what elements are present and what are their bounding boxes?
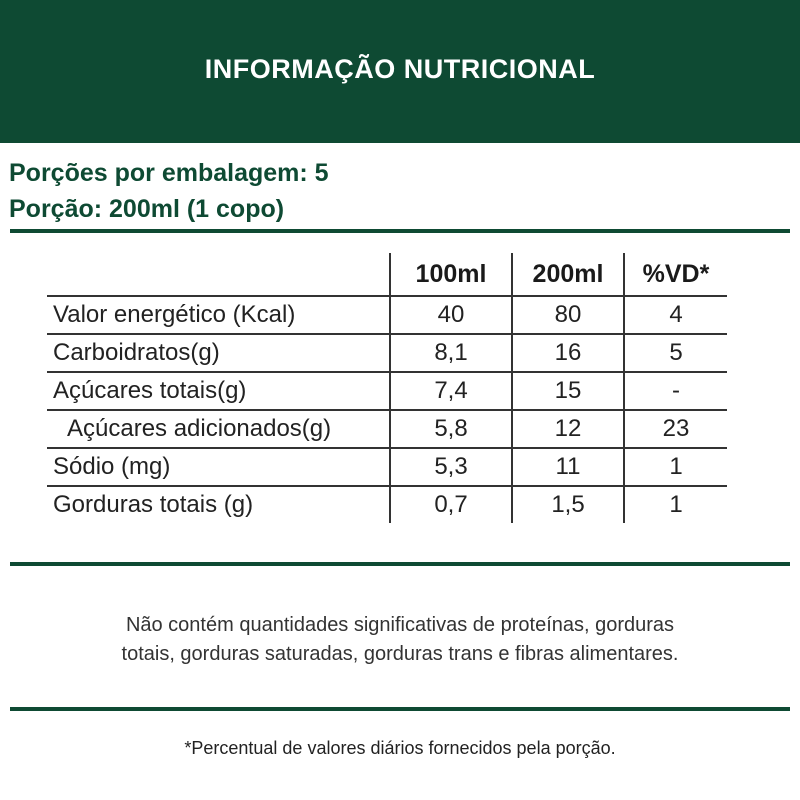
- nutrition-note: Não contém quantidades significativas de…: [0, 611, 800, 669]
- nutrition-table: 100ml 200ml %VD* Valor energético (Kcal)…: [47, 253, 727, 523]
- header-blank-cell: [47, 253, 390, 296]
- nutrient-name: Sódio (mg): [47, 447, 390, 486]
- note-line-1: Não contém quantidades significativas de…: [125, 614, 675, 636]
- value-200ml: 16: [511, 333, 624, 372]
- value-200ml: 15: [511, 371, 624, 410]
- page-title: INFORMAÇÃO NUTRICIONAL: [204, 54, 596, 84]
- nutrient-name: Açúcares adicionados(g): [47, 409, 390, 448]
- nutrient-name: Carboidratos(g): [47, 333, 390, 372]
- value-100ml: 5,3: [389, 447, 512, 486]
- table-row: Açúcares adicionados(g) 5,8 12 23: [47, 409, 727, 448]
- value-vd: -: [623, 371, 727, 410]
- value-100ml: 0,7: [389, 485, 512, 523]
- value-vd: 23: [623, 409, 727, 448]
- divider-bottom: [10, 707, 790, 711]
- table-row: Açúcares totais(g) 7,4 15 -: [47, 371, 727, 410]
- value-100ml: 40: [389, 295, 512, 334]
- nutrient-name: Gorduras totais (g): [47, 485, 390, 523]
- value-vd: 1: [623, 485, 727, 523]
- value-vd: 1: [623, 447, 727, 486]
- table-row: Gorduras totais (g) 0,7 1,5 1: [47, 485, 727, 523]
- header-banner: INFORMAÇÃO NUTRICIONAL: [0, 0, 800, 143]
- nutrient-name: Valor energético (Kcal): [47, 295, 390, 334]
- nutrient-name: Açúcares totais(g): [47, 371, 390, 410]
- value-200ml: 1,5: [511, 485, 624, 523]
- value-200ml: 11: [511, 447, 624, 486]
- value-vd: 4: [623, 295, 727, 334]
- column-header-vd: %VD*: [623, 253, 727, 296]
- table-header-row: 100ml 200ml %VD*: [47, 253, 727, 296]
- divider-middle: [10, 562, 790, 566]
- portion-size: Porção: 200ml (1 copo): [9, 195, 285, 223]
- value-200ml: 80: [511, 295, 624, 334]
- note-line-2: totais, gorduras saturadas, gorduras tra…: [121, 643, 679, 665]
- value-100ml: 5,8: [389, 409, 512, 448]
- table-row: Sódio (mg) 5,3 11 1: [47, 447, 727, 486]
- serving-info: Porções por embalagem: 5 Porção: 200ml (…: [9, 155, 329, 227]
- column-header-200ml: 200ml: [511, 253, 624, 296]
- value-200ml: 12: [511, 409, 624, 448]
- value-100ml: 8,1: [389, 333, 512, 372]
- column-header-100ml: 100ml: [389, 253, 512, 296]
- table-row: Carboidratos(g) 8,1 16 5: [47, 333, 727, 372]
- footnote: *Percentual de valores diários fornecido…: [184, 738, 616, 758]
- value-100ml: 7,4: [389, 371, 512, 410]
- divider-top: [10, 229, 790, 233]
- value-vd: 5: [623, 333, 727, 372]
- servings-per-package: Porções por embalagem: 5: [9, 159, 329, 187]
- table-row: Valor energético (Kcal) 40 80 4: [47, 295, 727, 334]
